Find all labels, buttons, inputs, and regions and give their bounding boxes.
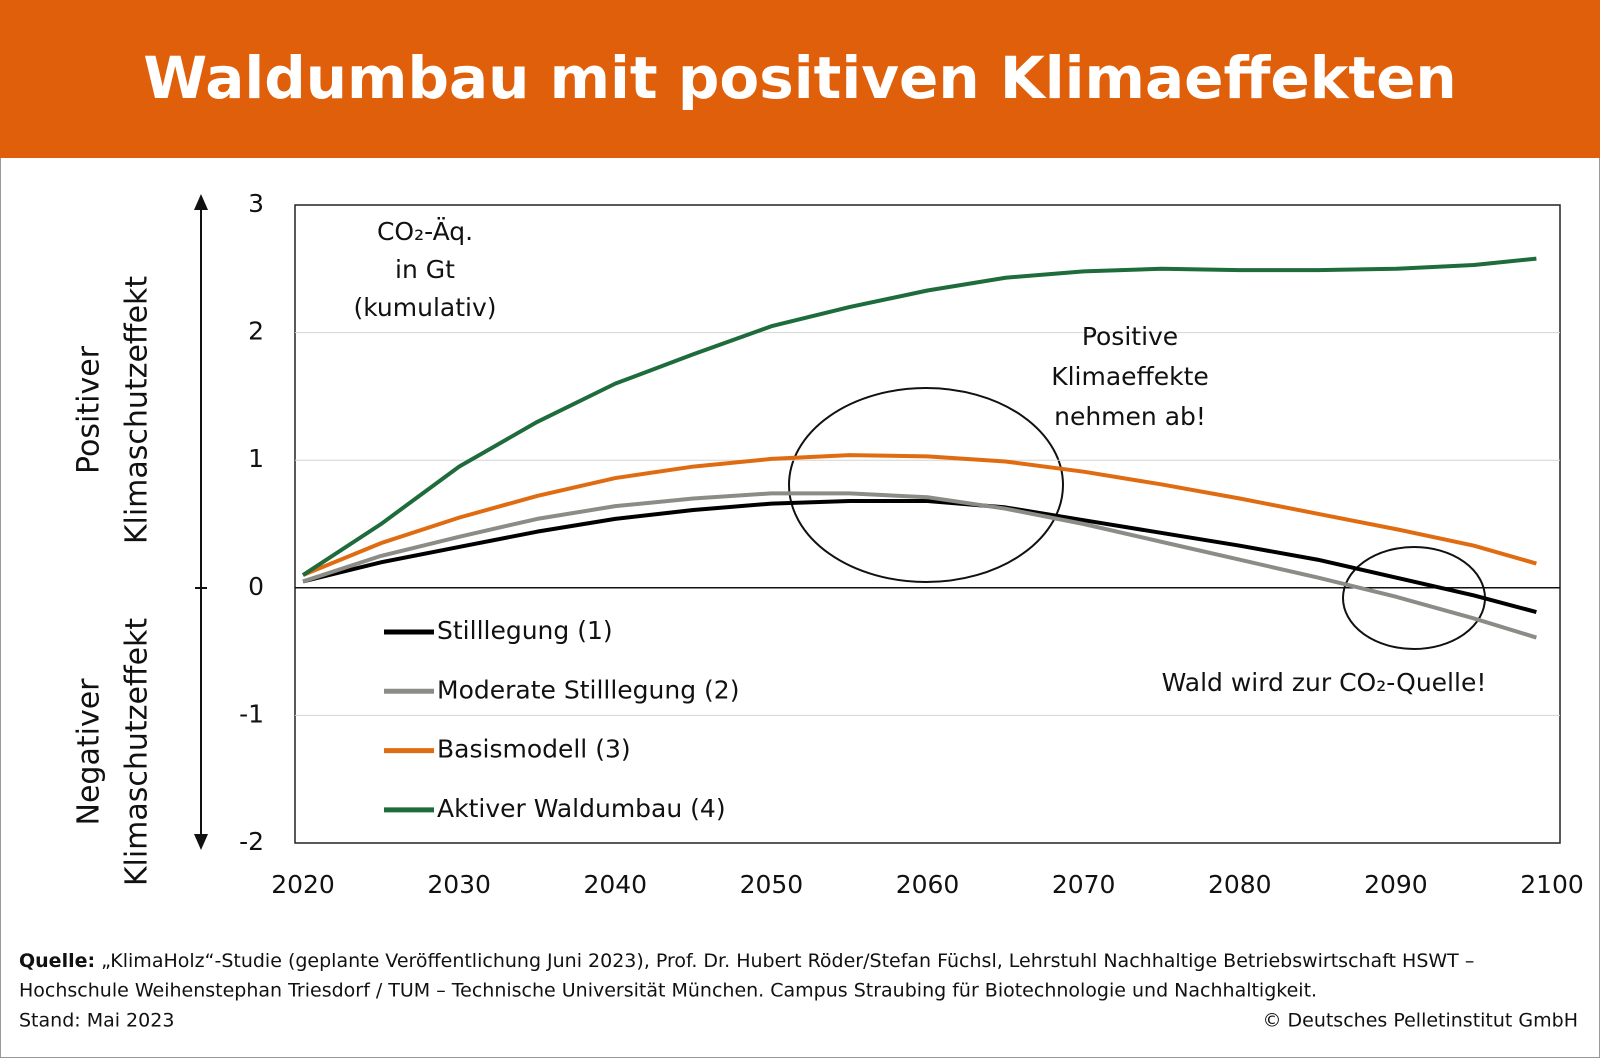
y-axis-label: Klimaschutzeffekt — [120, 618, 155, 887]
series-line — [302, 491, 1537, 640]
legend-label: Stilllegung (1) — [437, 616, 613, 645]
unit-label: in Gt — [395, 255, 455, 284]
footer-source: Quelle: „KlimaHolz“-Studie (geplante Ver… — [19, 950, 1474, 972]
x-tick-label: 2030 — [427, 870, 491, 899]
unit-label: (kumulativ) — [353, 293, 496, 322]
y-tick-label: -1 — [239, 699, 264, 728]
header — [0, 0, 1600, 158]
annotation: Klimaeffekte — [1051, 362, 1209, 391]
x-tick-label: 2070 — [1052, 870, 1116, 899]
y-tick-label: 3 — [248, 189, 264, 218]
highlight-ellipse — [788, 387, 1064, 583]
y-tick-label: 0 — [248, 572, 264, 601]
series-line — [301, 256, 1537, 577]
y-axis-label: Klimaschutzeffekt — [120, 276, 155, 545]
footer-source: Hochschule Weihenstephan Triesdorf / TUM… — [19, 980, 1317, 1002]
footer-date: Stand: Mai 2023 — [19, 1010, 174, 1032]
annotation: nehmen ab! — [1054, 402, 1206, 431]
y-tick-label: 1 — [248, 444, 264, 473]
annotation: Wald wird zur CO₂-Quelle! — [1162, 668, 1487, 697]
plot-frame — [294, 204, 1561, 844]
x-tick-label: 2080 — [1208, 870, 1272, 899]
footer-copyright: © Deutsches Pelletinstitut GmbH — [1262, 1010, 1578, 1032]
source-text: „KlimaHolz“-Studie (geplante Veröffentli… — [101, 950, 1474, 972]
x-tick-label: 2050 — [740, 870, 804, 899]
legend-label: Aktiver Waldumbau (4) — [437, 794, 726, 823]
unit-label: CO₂-Äq. — [377, 217, 473, 246]
x-tick-label: 2100 — [1520, 870, 1584, 899]
y-axis-label: Negativer — [72, 678, 107, 826]
x-tick-label: 2060 — [896, 870, 960, 899]
legend-label: Basismodell (3) — [437, 735, 631, 764]
y-tick-label: -2 — [239, 827, 264, 856]
chart-title: Waldumbau mit positiven Klimaeffekten — [143, 44, 1456, 112]
series-line — [302, 499, 1537, 614]
x-tick-label: 2020 — [271, 870, 335, 899]
x-tick-label: 2090 — [1364, 870, 1428, 899]
source-label: Quelle: — [19, 950, 95, 972]
legend-label: Moderate Stilllegung (2) — [437, 675, 739, 704]
annotation: Positive — [1082, 322, 1178, 351]
series-line — [302, 453, 1537, 577]
y-axis-label: Positiver — [72, 345, 107, 474]
positive-label: Positiver Klimaschutzeffekt — [72, 276, 155, 545]
y-tick-label: 2 — [248, 317, 264, 346]
negative-label: Negativer Klimaschutzeffekt — [72, 618, 155, 887]
x-tick-label: 2040 — [583, 870, 647, 899]
